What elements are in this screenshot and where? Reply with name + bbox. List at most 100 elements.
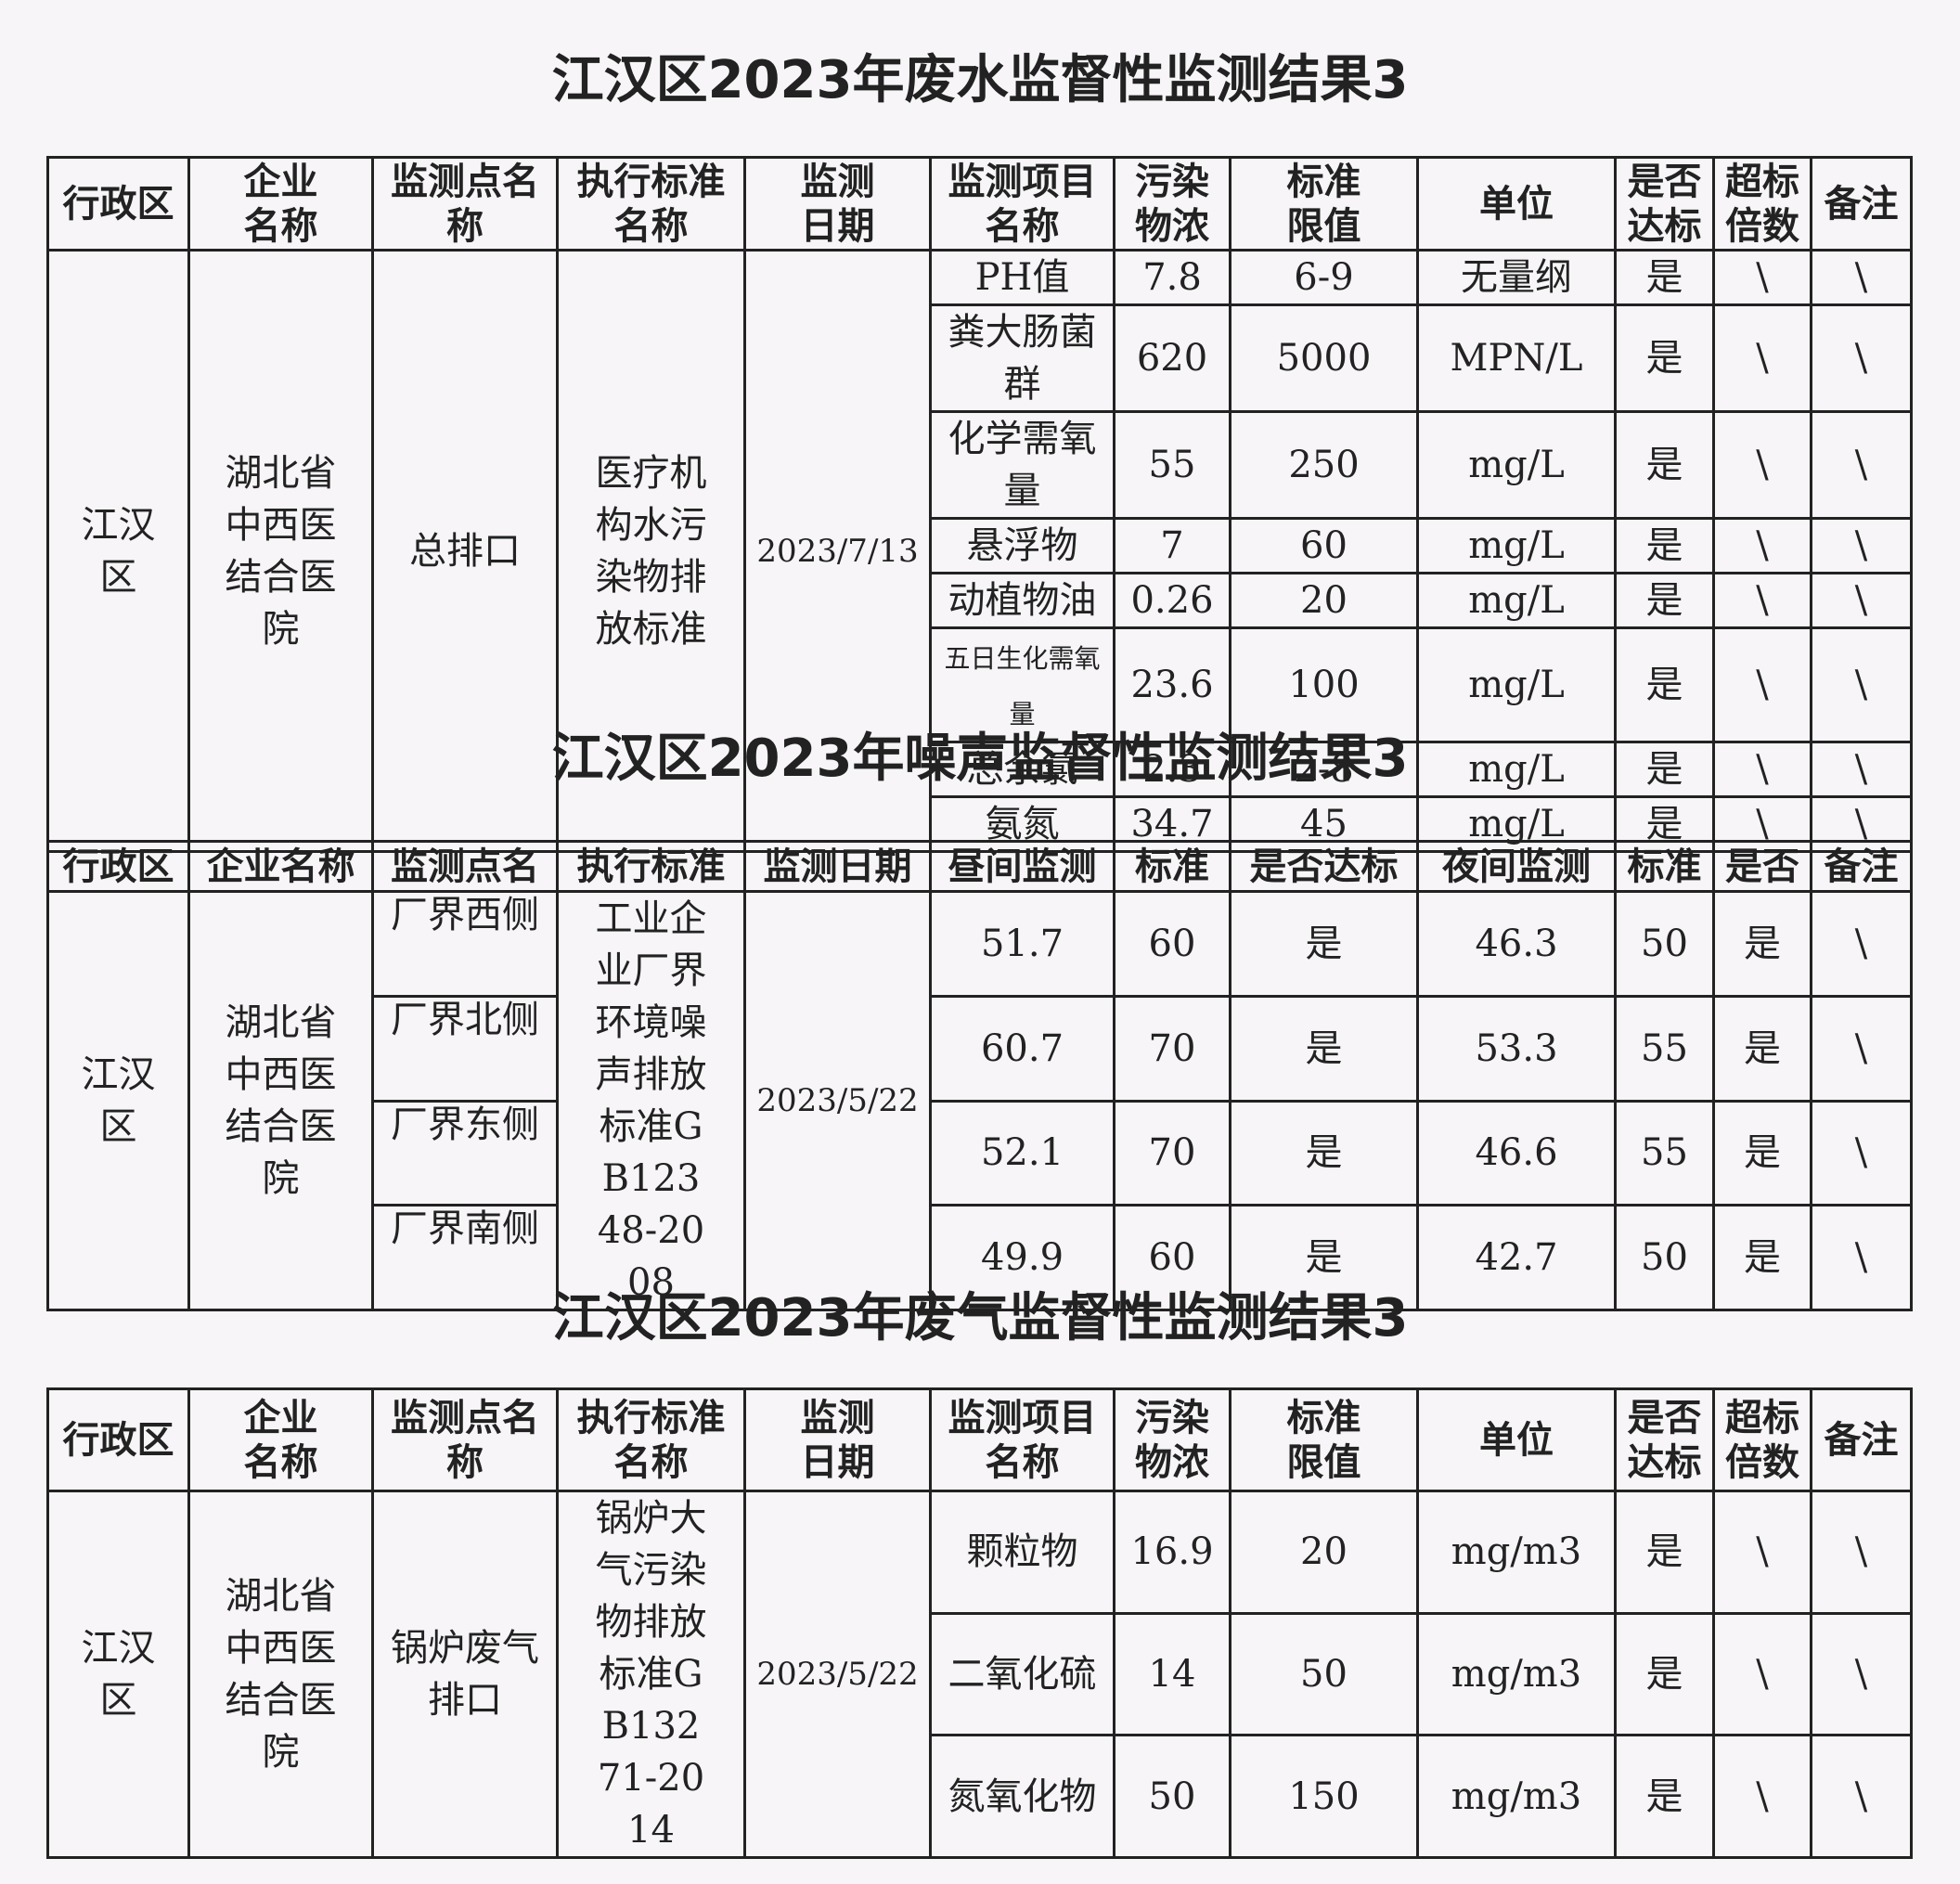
- data-cell: 是: [1614, 741, 1715, 798]
- cell-text: \: [1854, 1652, 1868, 1696]
- data-cell: MPN/L: [1416, 303, 1617, 413]
- data-cell: 51.7: [929, 890, 1115, 998]
- table-title: 江汉区2023年废气监督性监测结果3: [551, 1288, 1409, 1348]
- header-row: 行政区 企业名称 监测点名称 执行标准名称 监测日期 监测项目名称 污染物浓 标准限值 单位 是否…: [46, 1387, 1913, 1492]
- header-cell: 监测日期: [743, 1387, 932, 1492]
- cell-text: 2023/7/13: [756, 532, 919, 570]
- cell-text: \: [1854, 1530, 1868, 1574]
- header-text: 污染物浓: [1135, 1396, 1209, 1484]
- header-text: 超标倍数: [1725, 160, 1799, 248]
- cell-text: mg/L: [1468, 524, 1565, 567]
- data-cell: 是: [1614, 249, 1715, 306]
- cell-text: 化学需氧量: [948, 418, 1097, 512]
- data-cell: mg/L: [1416, 741, 1617, 798]
- data-cell: \: [1712, 517, 1812, 574]
- header-text: 监测项目名称: [948, 1396, 1097, 1484]
- cell-text: PH值: [974, 256, 1070, 299]
- data-cell: 20: [1229, 572, 1419, 629]
- cell-text: 2023/5/22: [756, 1082, 919, 1119]
- data-cell: 55: [1614, 994, 1715, 1103]
- header-cell: 标准: [1614, 840, 1715, 893]
- data-table: 行政区 企业名称 监测点名 执行标准 监测日期 昼间监测 标准 是否达标 夜间监测 标准 是否 备注江…: [46, 840, 1913, 1311]
- data-cell: 6-9: [1229, 249, 1419, 306]
- header-text: 是否: [1725, 845, 1799, 888]
- header-cell: 监测项目名称: [929, 1387, 1115, 1492]
- data-cell: 厂界北侧: [371, 994, 559, 1103]
- data-row: 江汉区 湖北省中西医结合医院 总排口 医疗机构水污染物排放标准 2023/7/13 PH值…: [46, 249, 1913, 853]
- data-cell: \: [1712, 303, 1812, 413]
- data-cell: 化学需氧量: [929, 410, 1115, 520]
- data-cell: 湖北省中西医结合医院: [187, 1490, 374, 1859]
- header-text: 昼间监测: [948, 845, 1097, 888]
- header-text: 监测日期: [763, 845, 912, 888]
- table-title: 江汉区2023年噪声监督性监测结果3: [551, 729, 1409, 789]
- cell-text: 70: [1148, 1131, 1196, 1175]
- data-cell: 二氧化硫: [929, 1611, 1115, 1737]
- header-cell: 监测日期: [743, 840, 932, 893]
- header-text: 标准: [1135, 845, 1209, 888]
- data-cell: 150: [1229, 1734, 1419, 1859]
- data-row: 动植物油 0.26 20 mg/L 是 \ \: [48, 572, 1913, 629]
- cell-text: 江汉区: [81, 503, 156, 599]
- data-cell: 氮氧化物: [929, 1734, 1115, 1859]
- cell-text: \: [1756, 337, 1769, 380]
- header-cell: 行政区: [46, 1387, 190, 1492]
- cell-text: 是: [1645, 444, 1683, 486]
- cell-text: 52.1: [980, 1131, 1064, 1175]
- header-cell: 污染物浓: [1113, 156, 1231, 252]
- header-cell: 单位: [1416, 156, 1617, 252]
- data-cell: \: [1810, 303, 1913, 413]
- data-cell: mg/L: [1416, 517, 1617, 574]
- cell-text: 二氧化硫: [948, 1652, 1097, 1696]
- cell-text: 颗粒物: [966, 1530, 1078, 1574]
- cell-text: 55: [1641, 1131, 1688, 1175]
- cell-text: mg/m3: [1451, 1774, 1582, 1818]
- header-cell: 监测日期: [743, 156, 932, 252]
- header-text: 单位: [1479, 182, 1554, 226]
- cell-text: \: [1756, 664, 1769, 706]
- data-cell: \: [1810, 249, 1913, 306]
- data-cell: 55: [1614, 1099, 1715, 1207]
- cell-text: 厂界南侧: [391, 1207, 539, 1251]
- data-cell: 7: [1113, 517, 1231, 574]
- data-cell: \: [1810, 517, 1913, 574]
- data-cell: 49.9: [929, 1204, 1115, 1311]
- data-row: 氮氧化物 50 150 mg/m3 是 \ \: [48, 1734, 1913, 1859]
- data-cell: 是: [1712, 890, 1812, 998]
- cell-text: 2023/5/22: [756, 1656, 919, 1693]
- header-cell: 单位: [1416, 1387, 1617, 1492]
- cell-text: mg/L: [1468, 803, 1565, 845]
- cell-text: 20: [1300, 1530, 1348, 1574]
- header-cell: 夜间监测: [1416, 840, 1617, 893]
- cell-text: 是: [1645, 337, 1683, 380]
- data-cell: 锅炉废气排口: [371, 1490, 559, 1859]
- data-cell: 20: [1229, 1490, 1419, 1615]
- cell-text: 2.3: [1142, 748, 1202, 791]
- header-text: 监测点名称: [391, 1396, 539, 1484]
- cell-text: 5000: [1276, 337, 1372, 380]
- cell-text: 是: [1645, 524, 1683, 567]
- data-cell: \: [1810, 1099, 1913, 1207]
- data-cell: 粪大肠菌群: [929, 303, 1115, 413]
- cell-text: 620: [1136, 337, 1208, 380]
- header-row: 行政区 企业名称 监测点名 执行标准 监测日期 昼间监测 标准 是否达标 夜间监测 标准 是否 备注: [46, 840, 1913, 893]
- cell-text: 100: [1288, 664, 1360, 706]
- cell-text: 23.6: [1130, 664, 1214, 706]
- data-cell: mg/m3: [1416, 1734, 1617, 1859]
- header-cell: 昼间监测: [929, 840, 1115, 893]
- header-cell: 备注: [1810, 1387, 1913, 1492]
- data-cell: 100: [1229, 626, 1419, 743]
- cell-text: 总余氯: [966, 748, 1078, 791]
- cell-text: 悬浮物: [966, 524, 1078, 567]
- cell-text: 7.8: [1142, 256, 1202, 299]
- cell-text: 50: [1300, 1652, 1348, 1696]
- data-cell: 医疗机构水污染物排放标准: [556, 249, 746, 853]
- data-cell: 620: [1113, 303, 1231, 413]
- header-text: 行政区: [62, 845, 174, 888]
- cell-text: 厂界北侧: [391, 998, 539, 1041]
- data-cell: \: [1810, 626, 1913, 743]
- data-cell: \: [1712, 572, 1812, 629]
- data-cell: 50: [1614, 890, 1715, 998]
- data-cell: \: [1712, 1734, 1812, 1859]
